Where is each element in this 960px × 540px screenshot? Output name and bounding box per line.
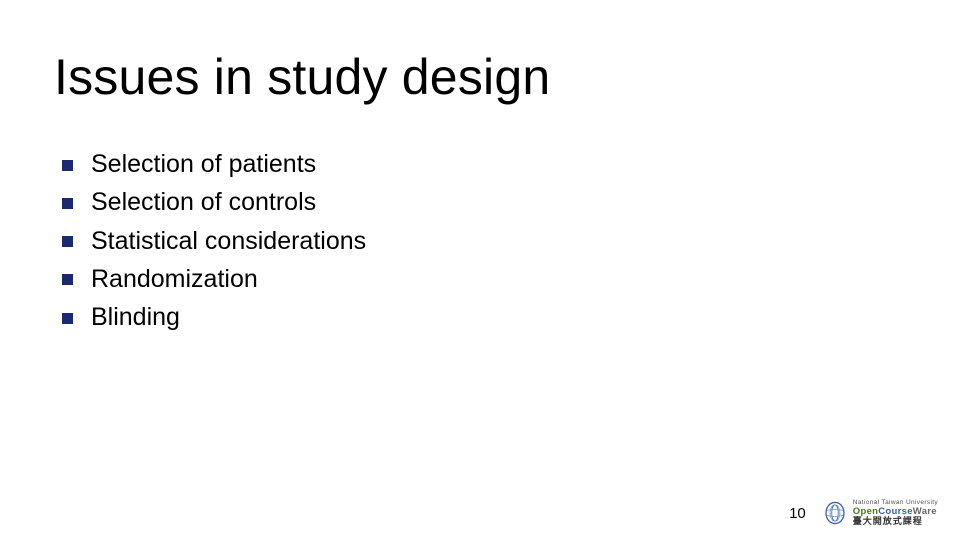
square-bullet-icon [62, 313, 73, 324]
slide-footer: 10 National Taiwan University OpenCourse… [789, 500, 938, 526]
square-bullet-icon [62, 236, 73, 247]
bullet-text: Selection of controls [91, 184, 316, 220]
bullet-text: Selection of patients [91, 146, 316, 182]
list-item: Blinding [62, 299, 906, 335]
list-item: Selection of patients [62, 146, 906, 182]
page-number: 10 [789, 505, 806, 522]
logo-text: National Taiwan University OpenCourseWar… [853, 500, 938, 525]
list-item: Selection of controls [62, 184, 906, 220]
bullet-text: Randomization [91, 261, 258, 297]
bullet-list: Selection of patients Selection of contr… [54, 146, 906, 335]
bullet-text: Statistical considerations [91, 223, 366, 259]
slide-title: Issues in study design [54, 48, 906, 106]
logo-line-chinese: 臺大開放式課程 [853, 517, 938, 526]
ntu-emblem-icon [822, 500, 848, 526]
square-bullet-icon [62, 160, 73, 171]
list-item: Randomization [62, 261, 906, 297]
square-bullet-icon [62, 198, 73, 209]
slide: Issues in study design Selection of pati… [0, 0, 960, 540]
list-item: Statistical considerations [62, 223, 906, 259]
ntu-ocw-logo: National Taiwan University OpenCourseWar… [822, 500, 938, 526]
square-bullet-icon [62, 274, 73, 285]
bullet-text: Blinding [91, 299, 180, 335]
